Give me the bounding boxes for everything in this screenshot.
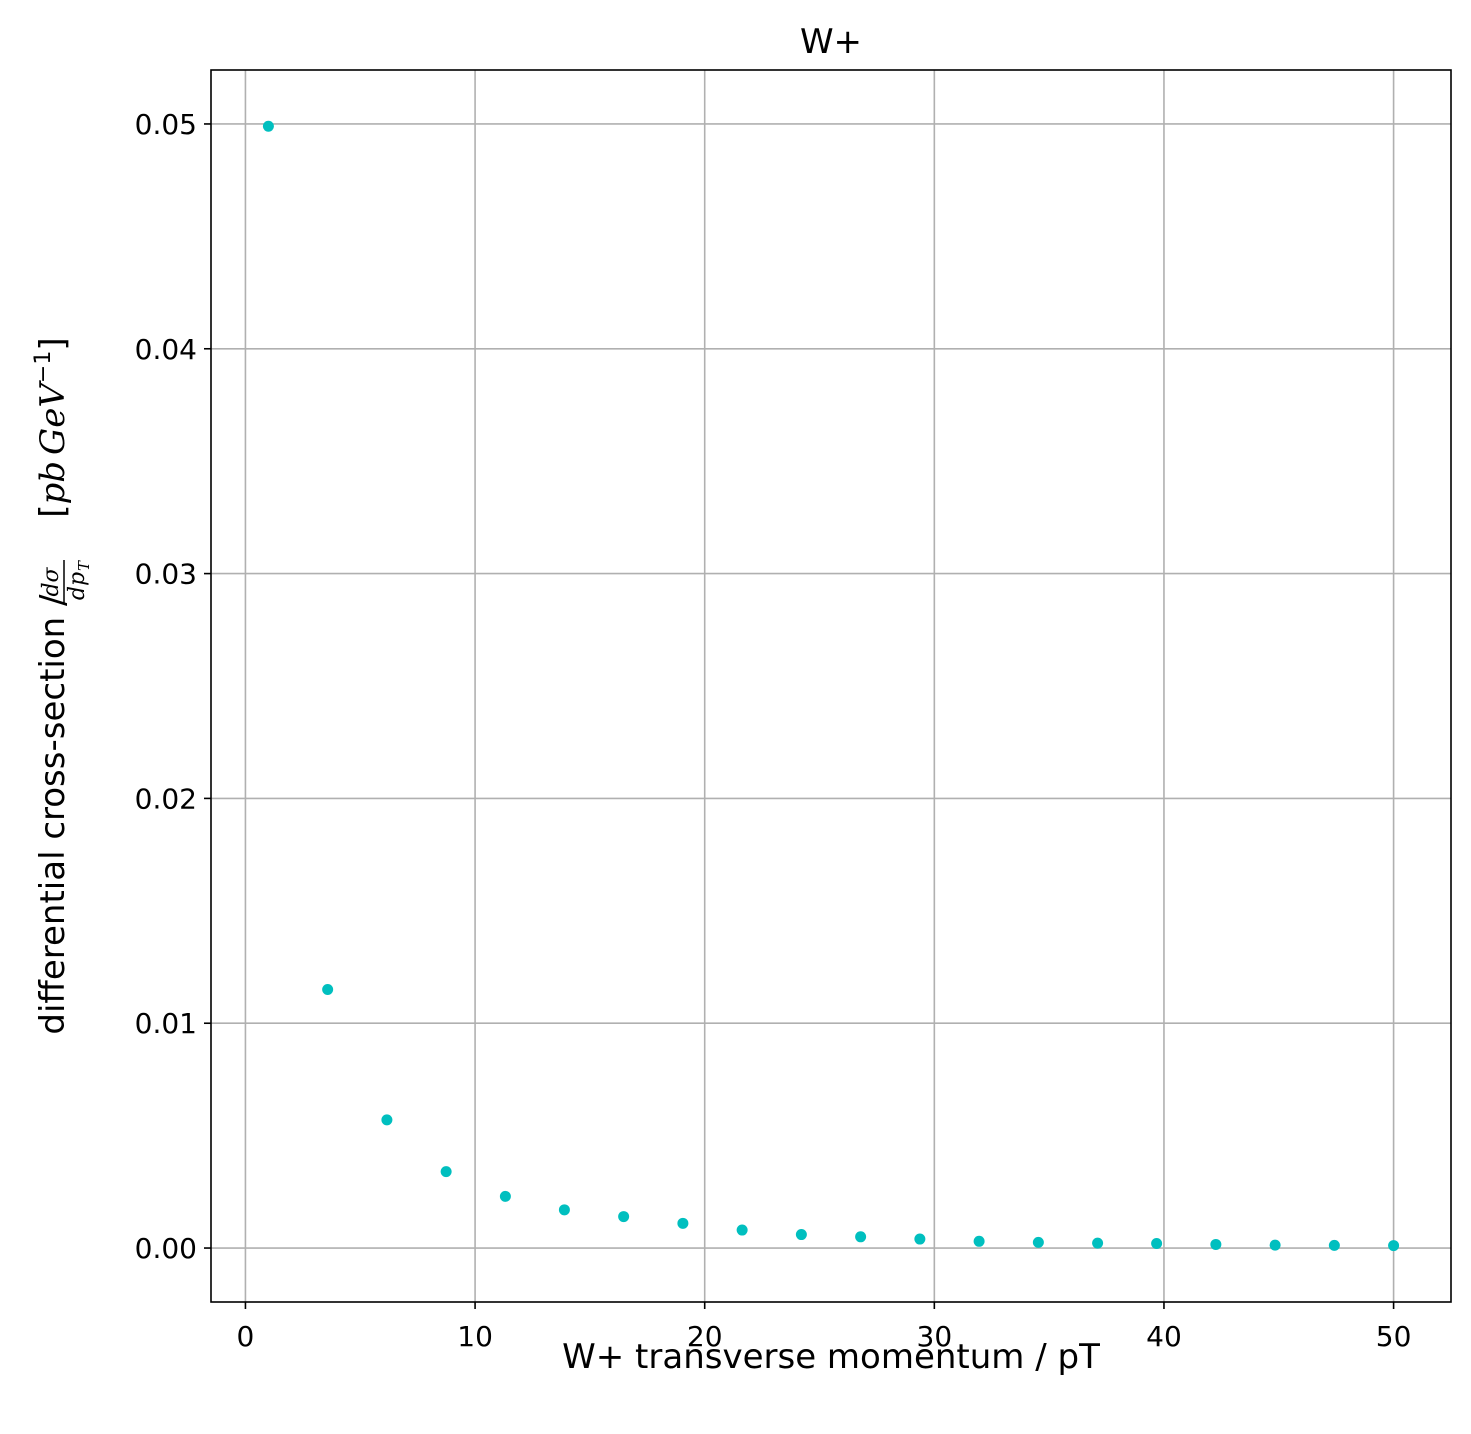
y-axis-label-frac-numerator: dσ [39, 566, 64, 596]
y-axis-label-frac-subscript: T [75, 560, 93, 571]
data-point [381, 1114, 393, 1126]
x-tick-label: 50 [1376, 1320, 1412, 1353]
chart-title: W+ [800, 22, 862, 62]
x-tick-label: 30 [917, 1320, 953, 1353]
data-point [855, 1231, 867, 1243]
data-point [1092, 1237, 1104, 1249]
data-point [322, 984, 334, 996]
y-tick-label: 0.03 [135, 558, 197, 591]
x-tick-label: 20 [687, 1320, 723, 1353]
y-tick-label: 0.02 [135, 782, 197, 815]
data-point [558, 1204, 570, 1216]
svg-text:differential cross-section /: differential cross-section / [pb GeV−1] [31, 337, 73, 1034]
data-point [795, 1229, 807, 1241]
y-tick-label: 0.04 [135, 333, 197, 366]
y-axis-label: differential cross-section / [pb GeV−1] [31, 337, 73, 1034]
data-points [262, 120, 1400, 1252]
y-axis-label-fraction: dσ dpT [39, 560, 93, 604]
x-axis-label: W+ transverse momentum / pT [562, 1337, 1100, 1377]
data-point [736, 1224, 748, 1236]
y-tick-label: 0.01 [135, 1007, 197, 1040]
y-axis-label-unit-open: [ [33, 504, 73, 517]
y-axis-label-unit-exp: −1 [31, 351, 56, 383]
y-tick-label: 0.05 [135, 108, 197, 141]
grid [211, 70, 1451, 1302]
data-point [1032, 1236, 1044, 1248]
y-axis-label-unit-close: ] [33, 337, 73, 350]
ticks: 0 10 20 30 40 50 0.00 0.01 0.02 0.03 0.04 0.05 [135, 108, 1412, 1353]
y-axis-label-unit-pb: pb [33, 461, 73, 505]
y-axis-label-frac-denominator: dp [65, 572, 90, 600]
data-point [973, 1235, 985, 1247]
data-point [1210, 1238, 1222, 1250]
x-tick-label: 40 [1146, 1320, 1182, 1353]
x-tick-label: 10 [457, 1320, 493, 1353]
plot-frame [210, 69, 1452, 1303]
data-point [914, 1233, 926, 1245]
y-axis-label-prefix: differential cross-section / [33, 584, 73, 1035]
data-point [1328, 1239, 1340, 1251]
data-point [618, 1211, 630, 1223]
data-point [1269, 1239, 1281, 1251]
data-point [440, 1166, 452, 1178]
y-tick-label: 0.00 [135, 1232, 197, 1265]
data-point [1151, 1238, 1163, 1250]
y-axis-label-unit-gev: GeV [33, 380, 73, 455]
data-point [677, 1217, 689, 1229]
data-point [262, 120, 274, 132]
data-point [1388, 1240, 1400, 1252]
data-point [499, 1190, 511, 1202]
x-tick-label: 0 [237, 1320, 255, 1353]
